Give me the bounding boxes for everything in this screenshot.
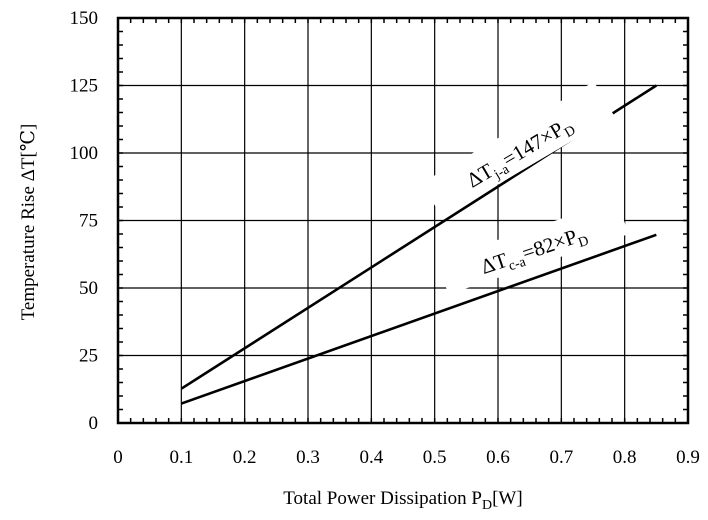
- y-tick-label: 50: [79, 278, 98, 299]
- x-tick-label: 0.6: [486, 447, 510, 468]
- y-tick-label: 125: [70, 76, 99, 97]
- y-tick-label: 100: [70, 143, 99, 164]
- y-tick-label: 150: [70, 8, 99, 29]
- series-label-0: ΔTj-a=147×PD: [421, 81, 615, 218]
- y-tick-label: 75: [79, 211, 98, 232]
- minor-ticks: [117, 17, 689, 424]
- x-tick-label: 0.9: [676, 447, 700, 468]
- series-label-1: ΔTc-a=82×PD: [436, 199, 629, 295]
- y-tick-label: 0: [89, 413, 99, 434]
- x-tick-label: 0.3: [296, 447, 320, 468]
- x-tick-label: 0.4: [359, 447, 383, 468]
- label-sub: j-a: [491, 162, 513, 183]
- y-axis-title: Temperature Rise ΔT[℃]: [18, 124, 39, 321]
- x-tick-labels: 0 0.1 0.2 0.3 0.4 0.5 0.6 0.7 0.8 0.9: [113, 447, 700, 468]
- series-line-1: [180, 233, 657, 405]
- x-tick-label: 0.7: [549, 447, 573, 468]
- y-tick-labels: 0 25 50 75 100 125 150: [70, 8, 99, 434]
- label-sub: c-a: [507, 254, 529, 274]
- x-tick-label: 0.1: [169, 447, 193, 468]
- y-tick-label: 25: [79, 346, 98, 367]
- label-sub2: D: [577, 234, 591, 251]
- x-tick-label: 0.2: [233, 447, 257, 468]
- x-tick-label: 0.5: [423, 447, 447, 468]
- series-label-bg: [421, 81, 615, 218]
- series-label-bg: [436, 199, 629, 295]
- x-tick-label: 0: [113, 447, 123, 468]
- x-tick-label: 0.8: [613, 447, 637, 468]
- x-axis-title: Total Power Dissipation PD[W]: [283, 488, 522, 513]
